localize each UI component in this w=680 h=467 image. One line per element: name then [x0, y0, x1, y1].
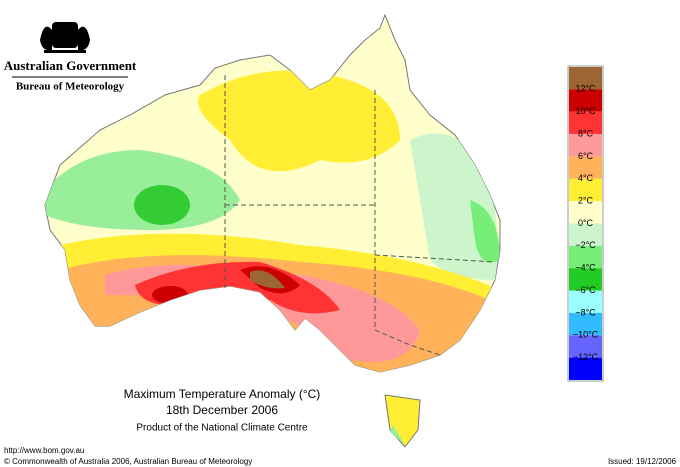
legend-swatch [569, 335, 602, 358]
legend-label: 4°C [578, 173, 594, 183]
legend-label: −12°C [573, 352, 599, 362]
legend-label: −10°C [573, 330, 599, 340]
legend: 12°C 10°C 8°C 6°C 4°C 2°C 0°C −2°C −4°C −6°C −8°C −… [567, 65, 604, 382]
legend-swatch [569, 178, 602, 202]
government-name: Australian Government [4, 58, 137, 73]
legend-swatch [569, 312, 602, 336]
map-date: 18th December 2006 [166, 403, 278, 417]
legend-label: 0°C [578, 218, 594, 228]
legend-label: 2°C [578, 196, 594, 206]
map-credit: Product of the National Climate Centre [136, 423, 308, 434]
legend-label: 8°C [578, 128, 594, 138]
legend-swatch [569, 245, 602, 269]
legend-swatch [569, 290, 602, 313]
legend-swatch [569, 134, 602, 157]
footer-url[interactable]: http://www.bom.gov.au [4, 446, 84, 455]
legend-label: −2°C [575, 240, 596, 250]
footer-issued: Issued: 19/12/2006 [608, 457, 677, 466]
legend-swatch [569, 223, 602, 246]
legend-swatch [569, 268, 602, 291]
legend-swatch [569, 357, 602, 380]
legend-label: −4°C [575, 263, 596, 273]
legend-label: −6°C [575, 285, 596, 295]
legend-swatch [569, 156, 602, 179]
bureau-name: Bureau of Meteorology [16, 81, 125, 93]
legend-label: 6°C [578, 151, 594, 161]
legend-label: 12°C [575, 84, 596, 94]
legend-label: −8°C [575, 307, 596, 317]
legend-swatch [569, 111, 602, 135]
legend-swatch [569, 67, 602, 90]
legend-swatch [569, 89, 602, 112]
coat-of-arms [40, 22, 90, 53]
legend-swatch [569, 201, 602, 224]
footer-copyright: © Commonwealth of Australia 2006, Austra… [4, 457, 252, 466]
map-title: Maximum Temperature Anomaly (°C) [124, 387, 321, 401]
legend-label: 10°C [575, 106, 596, 116]
